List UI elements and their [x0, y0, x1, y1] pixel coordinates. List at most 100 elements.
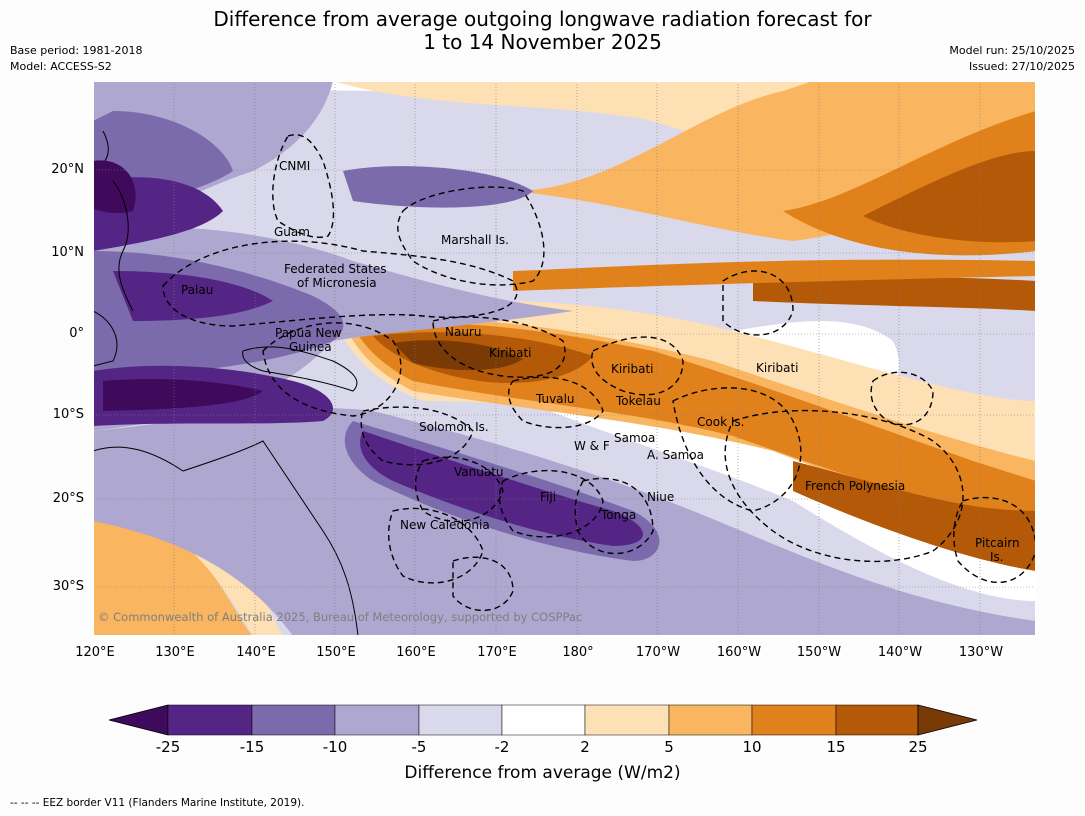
- lon-label-140e: 140°E: [236, 645, 276, 660]
- colorbar-label-n5: -5: [411, 738, 427, 756]
- region-label-kiribati-line: Kiribati: [756, 361, 798, 375]
- lon-label-170e: 170°E: [477, 645, 517, 660]
- coastline-australia: [93, 440, 359, 636]
- eez-marshall: [397, 186, 545, 286]
- colorbar-bin-3: [334, 704, 420, 736]
- base-period: Base period: 1981-2018: [10, 44, 143, 57]
- region-label-kiribati-gilbert: Kiribati: [489, 346, 531, 360]
- eez-kiribati-line: [722, 270, 794, 336]
- gridlines: [93, 81, 1036, 636]
- eez-cnmi: [272, 134, 335, 238]
- lon-label-160w: 160°W: [716, 645, 762, 660]
- region-label-fsm-line2: of Micronesia: [297, 276, 377, 290]
- colorbar-bin-7: [668, 704, 753, 736]
- lon-label-140w: 140°W: [877, 645, 923, 660]
- region-label-new-caledonia: New Caledonia: [400, 518, 490, 532]
- anomaly-band-brown-east: [793, 461, 1036, 571]
- colorbar-label-10: 10: [742, 738, 762, 756]
- region-label-tuvalu: Tuvalu: [535, 392, 575, 406]
- lon-label-170w: 170°W: [635, 645, 681, 660]
- colorbar-bin-6: [584, 704, 670, 736]
- lon-label-120e: 120°E: [75, 645, 115, 660]
- region-label-samoa: Samoa: [614, 431, 655, 445]
- lat-label-30s: 30°S: [52, 579, 84, 594]
- colorbar-extend-high: [917, 704, 978, 736]
- lon-label-150w: 150°W: [796, 645, 842, 660]
- eez-vanuatu: [414, 456, 504, 523]
- eez-tonga: [574, 477, 654, 555]
- footnote-eez: -- -- -- EEZ border V11 (Flanders Marine…: [10, 797, 305, 809]
- copyright-notice: © Commonwealth of Australia 2025, Bureau…: [98, 610, 582, 624]
- region-label-png-line1: Papua New: [275, 326, 342, 340]
- eez-pitcairn: [953, 496, 1036, 583]
- anomaly-band-orange-southwest: [93, 499, 253, 636]
- title-line-1: Difference from average outgoing longwav…: [213, 7, 872, 31]
- lon-label-180: 180°: [562, 645, 594, 660]
- region-label-american-samoa: A. Samoa: [647, 448, 704, 462]
- colorbar-label-2: 2: [580, 738, 590, 756]
- coastlines: [93, 130, 359, 636]
- coastline-taiwan: [102, 130, 109, 162]
- eez-fiji: [498, 469, 604, 538]
- colorbar: [108, 704, 978, 736]
- colorbar-label-n2: -2: [494, 738, 510, 756]
- region-label-tokelau: Tokelau: [615, 394, 661, 408]
- colorbar-label-15: 15: [826, 738, 846, 756]
- meta-right: Model run: 25/10/2025 Issued: 27/10/2025: [949, 43, 1075, 75]
- lon-label-130e: 130°E: [155, 645, 195, 660]
- lat-label-20n: 20°N: [51, 162, 84, 177]
- colorbar-label-25: 25: [908, 738, 928, 756]
- region-label-palau: Palau: [181, 283, 213, 297]
- anomaly-band-purple-micronesia: [343, 166, 533, 208]
- map-frame: [93, 81, 1036, 636]
- eez-new-caledonia: [388, 507, 484, 584]
- eez-kiribati-phoenix: [591, 336, 684, 396]
- region-label-fiji: Fiji: [540, 490, 556, 504]
- eez-png: [262, 322, 402, 417]
- region-label-tonga: Tonga: [600, 508, 636, 522]
- lat-label-20s: 20°S: [52, 491, 84, 506]
- model-name: Model: ACCESS-S2: [10, 60, 112, 73]
- issued-date: Issued: 27/10/2025: [968, 60, 1075, 73]
- eez-french-polynesia: [724, 409, 964, 563]
- eez-borders: [162, 134, 1036, 612]
- lon-label-130w: 130°W: [958, 645, 1004, 660]
- eez-kiribati-gilbert: [432, 316, 566, 378]
- region-label-cook: Cook Is.: [697, 415, 744, 429]
- region-label-solomon: Solomon Is.: [419, 420, 489, 434]
- meta-left: Base period: 1981-2018 Model: ACCESS-S2: [10, 43, 142, 75]
- colorbar-extend-low: [108, 704, 169, 736]
- region-label-cnmi: CNMI: [279, 159, 310, 173]
- chart-title: Difference from average outgoing longwav…: [0, 8, 1085, 54]
- region-label-vanuatu: Vanuatu: [454, 465, 504, 479]
- olr-anomaly-map: CNMI Guam Marshall Is. Federated States …: [93, 81, 1036, 636]
- region-label-french-polynesia: French Polynesia: [805, 479, 905, 493]
- anomaly-core-west: [103, 379, 263, 411]
- colorbar-bin-2: [251, 704, 336, 736]
- lat-label-10n: 10°N: [51, 245, 84, 260]
- eez-fsm: [162, 240, 518, 327]
- anomaly-band-purple-dark-warmpool: [93, 177, 273, 321]
- eez-marquesas: [870, 371, 934, 426]
- region-label-niue: Niue: [647, 490, 674, 504]
- region-label-fsm-line1: Federated States: [284, 262, 386, 276]
- colorbar-bin-8: [751, 704, 837, 736]
- anomaly-band-brown-itcz: [753, 277, 1036, 311]
- eez-tuvalu: [507, 376, 604, 429]
- eez-solomon: [360, 406, 474, 466]
- coastline-borneo: [93, 310, 118, 367]
- colorbar-bin-9: [835, 704, 919, 736]
- lat-label-0: 0°: [69, 326, 84, 341]
- coastline-new-guinea: [242, 346, 358, 392]
- title-line-2: 1 to 14 November 2025: [423, 30, 662, 54]
- colorbar-label-n25: -25: [155, 738, 181, 756]
- anomaly-core-equator: [393, 340, 523, 371]
- anomaly-core-northwest: [93, 160, 136, 214]
- lat-label-10s: 10°S: [52, 407, 84, 422]
- region-label-wallis-futuna: W & F: [574, 439, 610, 453]
- region-label-nauru: Nauru: [445, 325, 481, 339]
- colorbar-title: Difference from average (W/m2): [404, 763, 681, 783]
- lon-label-150e: 150°E: [316, 645, 356, 660]
- region-label-png-line2: Guinea: [289, 340, 332, 354]
- region-label-pitcairn-line1: Pitcairn: [975, 536, 1020, 550]
